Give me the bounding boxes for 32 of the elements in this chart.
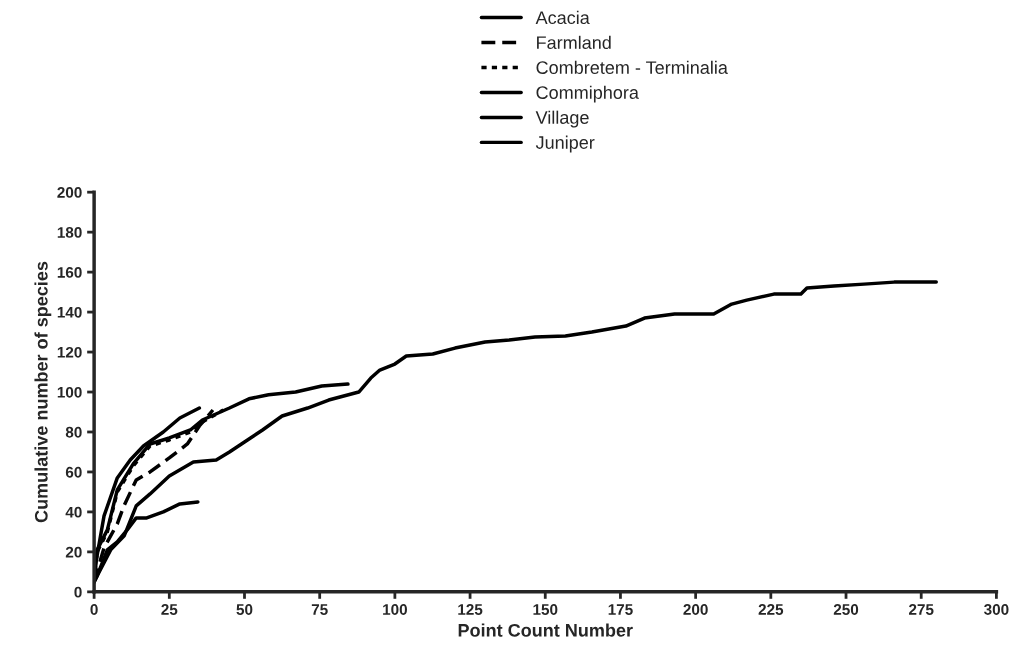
y-tick-label: 200 <box>57 187 82 198</box>
x-tick-label: 225 <box>758 604 784 615</box>
y-tick-label: 100 <box>57 386 82 398</box>
x-tick-label: 0 <box>90 604 98 615</box>
x-axis-title: Point Count Number <box>458 623 633 637</box>
x-tick-label: 125 <box>458 604 483 615</box>
legend-label: Juniper <box>535 135 595 153</box>
x-tick-label: 200 <box>683 604 708 615</box>
x-tick-label: 50 <box>236 604 253 615</box>
x-tick-label: 275 <box>909 604 934 615</box>
y-tick-label: 120 <box>57 346 82 358</box>
y-tick-label: 80 <box>65 426 82 438</box>
x-tick-label: 100 <box>383 604 407 615</box>
x-tick-label: 25 <box>161 604 178 615</box>
legend-label: Commiphora <box>536 85 639 103</box>
x-tick-label: 150 <box>533 604 558 615</box>
y-tick-label: 180 <box>57 227 82 238</box>
y-tick-label: 0 <box>74 586 82 598</box>
y-tick-label: 160 <box>57 266 82 278</box>
legend-label: Combretem - Terminalia <box>536 60 728 75</box>
legend-label: Village <box>535 110 589 128</box>
legend-label: Farmland <box>537 35 611 50</box>
x-tick-label: 175 <box>608 604 633 615</box>
x-tick-label: 250 <box>833 604 859 615</box>
y-axis-title: Cumulative number of species <box>34 261 52 523</box>
legend-label: Acacia <box>535 10 590 25</box>
y-tick-label: 140 <box>57 306 82 318</box>
y-tick-label: 20 <box>65 546 82 558</box>
y-tick-label: 40 <box>65 506 82 518</box>
x-tick-label: 75 <box>311 604 328 615</box>
x-tick-label: 300 <box>984 604 1009 615</box>
y-tick-label: 60 <box>65 466 82 478</box>
